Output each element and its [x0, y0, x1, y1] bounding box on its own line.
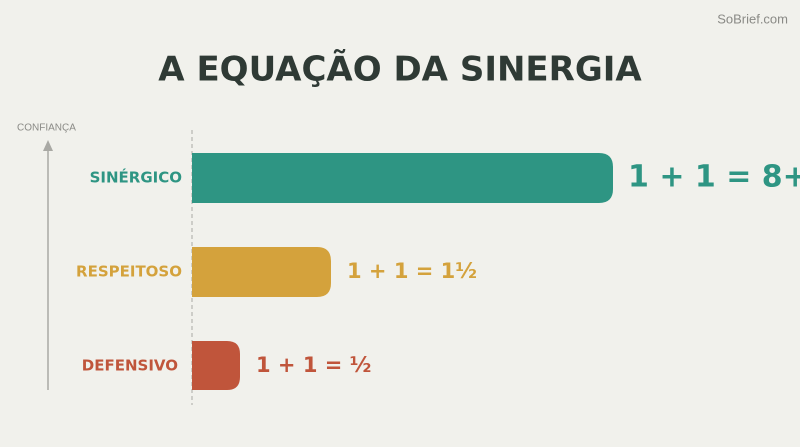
bar — [192, 341, 240, 390]
bar — [192, 247, 331, 297]
equation: 1 + 1 = 8+ — [628, 160, 800, 195]
row-label: DEFENSIVO — [82, 357, 178, 375]
equation: 1 + 1 = ½ — [256, 353, 371, 377]
equation: 1 + 1 = 1½ — [347, 259, 477, 283]
bar — [192, 153, 613, 203]
row-label: RESPEITOSO — [76, 263, 182, 281]
axis-label: CONFIANÇA — [17, 123, 76, 134]
watermark: SoBrief.com — [717, 11, 788, 26]
row-label: SINÉRGICO — [90, 168, 182, 187]
title: A EQUAÇÃO DA SINERGIA — [158, 49, 642, 90]
axis-arrow — [43, 140, 53, 151]
